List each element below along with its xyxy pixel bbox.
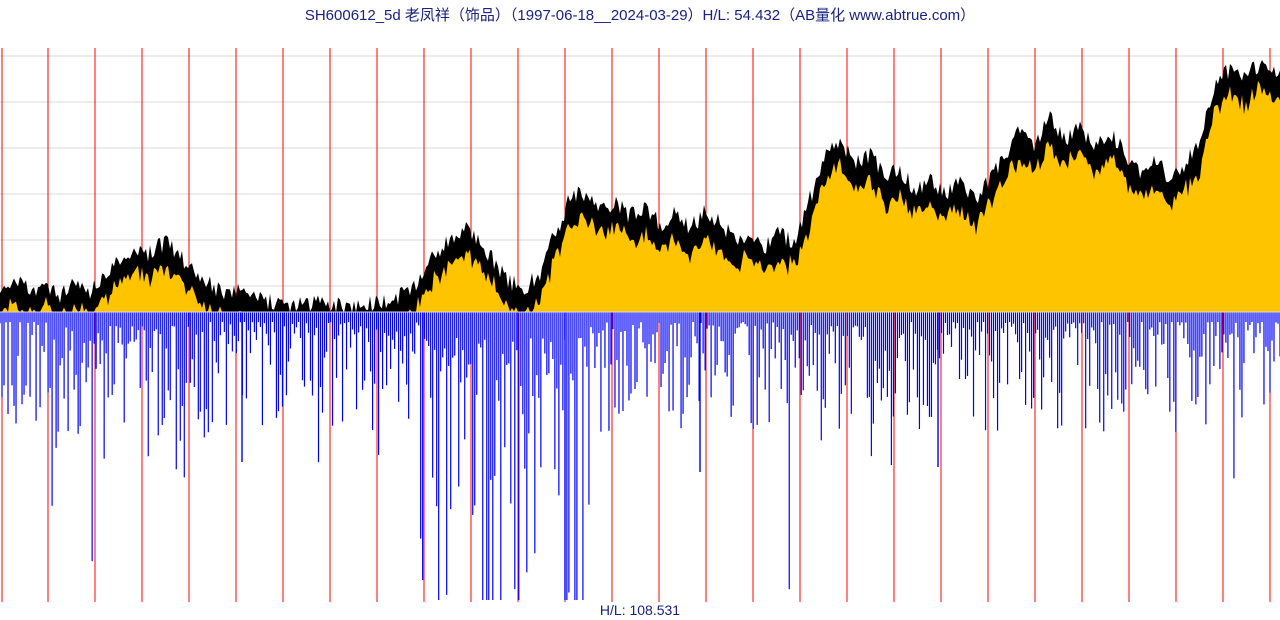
chart-footer: H/L: 108.531 <box>0 602 1280 618</box>
chart-title: SH600612_5d 老凤祥（饰品）（1997-06-18__2024-03-… <box>0 4 1280 25</box>
chart-svg <box>0 24 1280 602</box>
chart-area <box>0 24 1280 602</box>
